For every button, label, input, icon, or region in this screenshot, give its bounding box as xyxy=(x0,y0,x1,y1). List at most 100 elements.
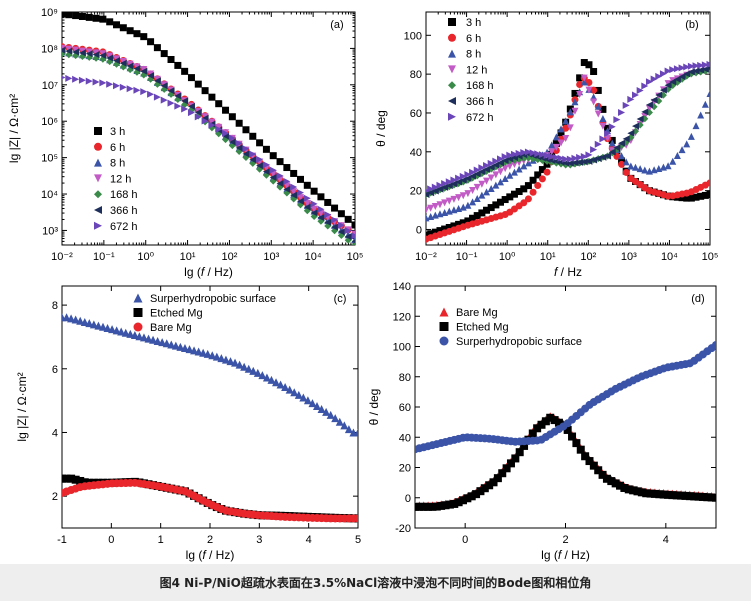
data-point xyxy=(269,174,277,182)
data-point xyxy=(72,46,80,54)
data-point xyxy=(201,117,209,125)
data-point xyxy=(78,49,86,57)
data-point xyxy=(303,194,311,202)
data-point xyxy=(450,195,458,203)
data-point xyxy=(160,82,168,90)
x-tick-label: -1 xyxy=(57,534,67,546)
data-point xyxy=(538,151,546,159)
x-tick-label: 4 xyxy=(306,534,312,546)
y-tick-label: 0 xyxy=(416,224,422,236)
data-point xyxy=(242,150,250,158)
legend-marker xyxy=(448,49,456,58)
data-point xyxy=(113,21,121,29)
legend-marker xyxy=(94,127,102,135)
data-point xyxy=(228,134,236,142)
data-point xyxy=(585,151,593,159)
data-point xyxy=(645,101,653,109)
data-point xyxy=(687,194,695,202)
data-point xyxy=(249,159,257,167)
data-point xyxy=(692,67,700,75)
data-point xyxy=(242,145,250,153)
data-point xyxy=(607,477,616,486)
data-point xyxy=(103,323,112,332)
data-point xyxy=(492,157,500,165)
data-point xyxy=(208,351,217,360)
legend-marker xyxy=(439,307,449,317)
data-point xyxy=(463,494,472,503)
figure-canvas: 10⁻² 10⁻¹ 10⁰ 10¹ 10² 10³ 10⁴ 10⁵10³10⁴10⁵10⁶10… xyxy=(7,7,719,562)
data-point xyxy=(296,197,304,205)
data-point xyxy=(697,192,705,200)
data-point xyxy=(622,135,630,143)
data-point xyxy=(622,158,630,166)
data-point xyxy=(85,48,93,56)
data-point xyxy=(160,50,168,58)
data-point xyxy=(637,488,646,497)
data-point xyxy=(459,192,467,200)
data-point xyxy=(483,206,491,214)
data-point xyxy=(174,102,182,110)
data-point xyxy=(496,178,504,186)
data-point xyxy=(272,378,281,387)
data-marks xyxy=(426,59,710,243)
data-point xyxy=(344,425,353,434)
data-point xyxy=(642,489,651,498)
y-tick-label: 2 xyxy=(52,491,58,503)
data-point xyxy=(552,133,560,141)
y-tick-label: 80 xyxy=(410,69,422,81)
data-point xyxy=(427,204,435,212)
y-tick-label: 10⁵ xyxy=(41,153,58,165)
data-point xyxy=(113,57,121,65)
data-point xyxy=(590,68,598,76)
data-point xyxy=(147,72,155,80)
legend-label: 8 h xyxy=(466,49,481,61)
series-bare-mg xyxy=(62,478,358,523)
data-point xyxy=(492,171,500,179)
data-point xyxy=(697,66,705,74)
data-point xyxy=(632,91,640,99)
data-point xyxy=(441,501,450,510)
data-point xyxy=(534,150,542,158)
data-point xyxy=(344,215,352,223)
data-point xyxy=(701,100,709,108)
data-point xyxy=(515,159,523,167)
data-point xyxy=(585,157,593,165)
legend-label: 672 h xyxy=(466,112,494,124)
x-axis-label: f / Hz xyxy=(554,265,582,279)
data-point xyxy=(469,172,477,180)
data-point xyxy=(669,157,677,165)
data-point xyxy=(296,175,304,183)
legend-label: Etched Mg xyxy=(150,308,203,320)
data-point xyxy=(673,65,681,73)
x-tick-label: 10⁴ xyxy=(661,251,678,263)
data-point xyxy=(454,498,463,507)
data-point xyxy=(620,483,629,492)
data-point xyxy=(678,146,686,154)
data-point xyxy=(590,146,598,154)
data-point xyxy=(281,382,290,391)
legend-marker xyxy=(133,293,143,303)
data-point xyxy=(78,12,86,20)
data-point xyxy=(594,155,602,163)
y-tick-label: 40 xyxy=(399,432,411,444)
data-point xyxy=(478,191,486,199)
data-point xyxy=(303,396,312,405)
x-tick-label: 10³ xyxy=(263,251,279,263)
data-point xyxy=(664,162,672,170)
data-point xyxy=(706,60,710,68)
y-tick-label: -20 xyxy=(395,523,411,535)
data-point xyxy=(712,340,716,349)
data-point xyxy=(441,225,449,233)
data-point xyxy=(331,223,339,231)
data-point xyxy=(501,174,509,182)
x-tick-label: 10² xyxy=(580,251,596,263)
data-point xyxy=(126,85,134,93)
data-point xyxy=(133,86,141,94)
data-point xyxy=(552,143,560,151)
x-tick-label: 10⁵ xyxy=(702,251,719,263)
data-point xyxy=(594,466,603,475)
data-point xyxy=(427,230,435,238)
y-tick-label: 10⁷ xyxy=(42,80,58,92)
data-point xyxy=(194,347,203,356)
data-point xyxy=(324,211,332,219)
